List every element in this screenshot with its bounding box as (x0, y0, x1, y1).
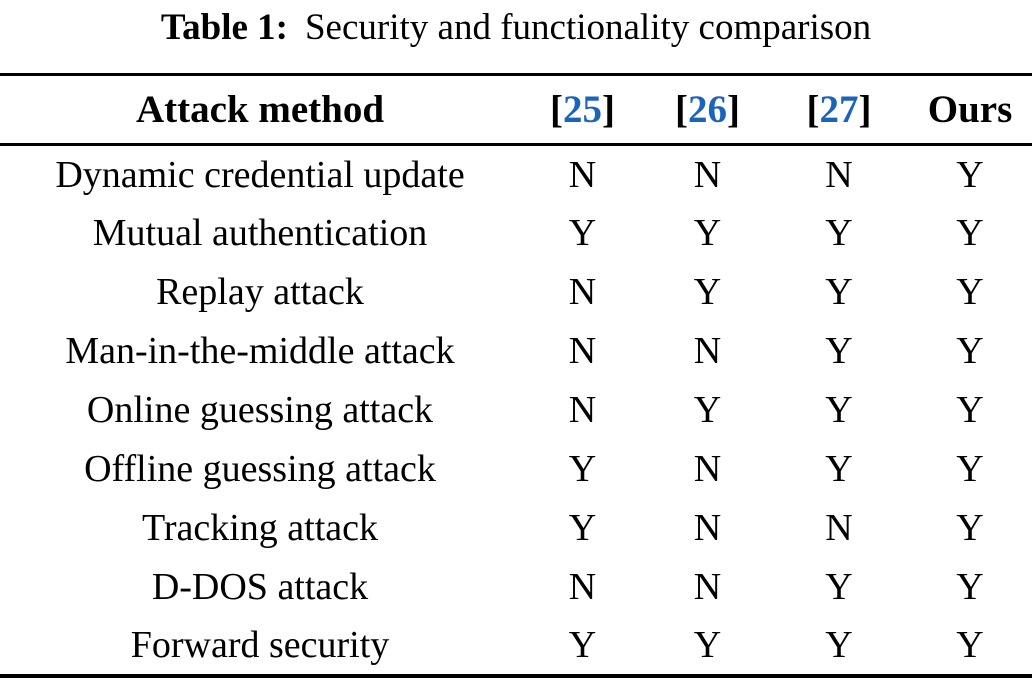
header-row: Attack method [25] [26] [27] Ours (0, 75, 1032, 145)
cell-value: Y (825, 330, 853, 372)
cell-value: Y (956, 153, 984, 196)
cell-value: Y (956, 624, 984, 666)
cell-value: N (693, 153, 722, 196)
cell-value: Y (956, 507, 984, 549)
cell-value: Y (693, 212, 722, 254)
cell-value: N (568, 566, 597, 608)
table-row: D-DOS attack N N Y Y (0, 558, 1032, 617)
citation-bracket-close: ] (858, 88, 872, 131)
citation-bracket-close: ] (602, 88, 615, 131)
cell-value: Y (956, 271, 984, 313)
cell-value: Y (825, 448, 853, 490)
cell-value: Y (693, 271, 722, 313)
cell-value: N (568, 330, 597, 372)
cell-value: Y (825, 566, 853, 608)
col-header-attack-method: Attack method (135, 88, 385, 131)
cell-value: N (825, 153, 853, 196)
col-header-ref-26[interactable]: [26] (645, 75, 770, 145)
cell-value: N (568, 153, 597, 196)
row-label: Tracking attack (141, 507, 379, 549)
row-label: Man-in-the-middle attack (65, 330, 455, 372)
table-row: Replay attack N Y Y Y (0, 263, 1032, 322)
row-label: Online guessing attack (86, 389, 434, 431)
table-caption-label: Table 1: (160, 7, 288, 48)
table-row: Offline guessing attack Y N Y Y (0, 440, 1032, 499)
cell-value: Y (825, 271, 853, 313)
cell-value: Y (956, 389, 984, 431)
cell-value: Y (825, 624, 853, 666)
citation-bracket-open: [ (550, 88, 563, 131)
table-body: Dynamic credential update N N N Y Mutual auth… (0, 145, 1032, 676)
cell-value: Y (568, 448, 597, 490)
row-label: Mutual authentication (92, 212, 428, 254)
cell-value: Y (956, 330, 984, 372)
cell-value: Y (825, 389, 853, 431)
row-label: Dynamic credential update (55, 153, 465, 196)
citation-number-26[interactable]: 26 (688, 88, 727, 131)
table-row: Man-in-the-middle attack N N Y Y (0, 322, 1032, 381)
table-caption-text: Security and functionality comparison (304, 7, 872, 48)
cell-value: Y (568, 507, 597, 549)
cell-value: Y (825, 212, 853, 254)
cell-value: N (825, 507, 853, 549)
comparison-table: Attack method [25] [26] [27] Ours Dynami… (0, 73, 1032, 678)
table-row: Online guessing attack N Y Y Y (0, 381, 1032, 440)
citation-number-25[interactable]: 25 (563, 88, 602, 131)
table-caption: Table 1: Security and functionality comp… (0, 0, 1032, 73)
table-row: Mutual authentication Y Y Y Y (0, 204, 1032, 263)
table-row: Tracking attack Y N N Y (0, 499, 1032, 558)
cell-value: Y (693, 624, 722, 666)
cell-value: Y (568, 212, 597, 254)
cell-value: N (693, 448, 722, 490)
col-header-ref-27[interactable]: [27] (770, 75, 908, 145)
cell-value: N (568, 271, 597, 313)
row-label: Replay attack (156, 271, 364, 313)
citation-bracket-open: [ (806, 88, 820, 131)
cell-value: N (693, 507, 722, 549)
citation-bracket-close: ] (727, 88, 740, 131)
col-header-ref-25[interactable]: [25] (520, 75, 645, 145)
cell-value: Y (568, 624, 597, 666)
row-label: Forward security (130, 624, 390, 666)
row-label: Offline guessing attack (84, 448, 436, 490)
cell-value: Y (956, 212, 984, 254)
col-header-ours: Ours (927, 88, 1013, 131)
citation-number-27[interactable]: 27 (819, 88, 859, 131)
cell-value: Y (693, 389, 722, 431)
table-row: Dynamic credential update N N N Y (0, 145, 1032, 204)
cell-value: N (693, 330, 722, 372)
citation-bracket-open: [ (675, 88, 688, 131)
row-label: D-DOS attack (151, 566, 369, 608)
cell-value: Y (956, 448, 984, 490)
cell-value: N (693, 566, 722, 608)
cell-value: N (568, 389, 597, 431)
table-row: Forward security Y Y Y Y (0, 617, 1032, 676)
cell-value: Y (956, 566, 984, 608)
